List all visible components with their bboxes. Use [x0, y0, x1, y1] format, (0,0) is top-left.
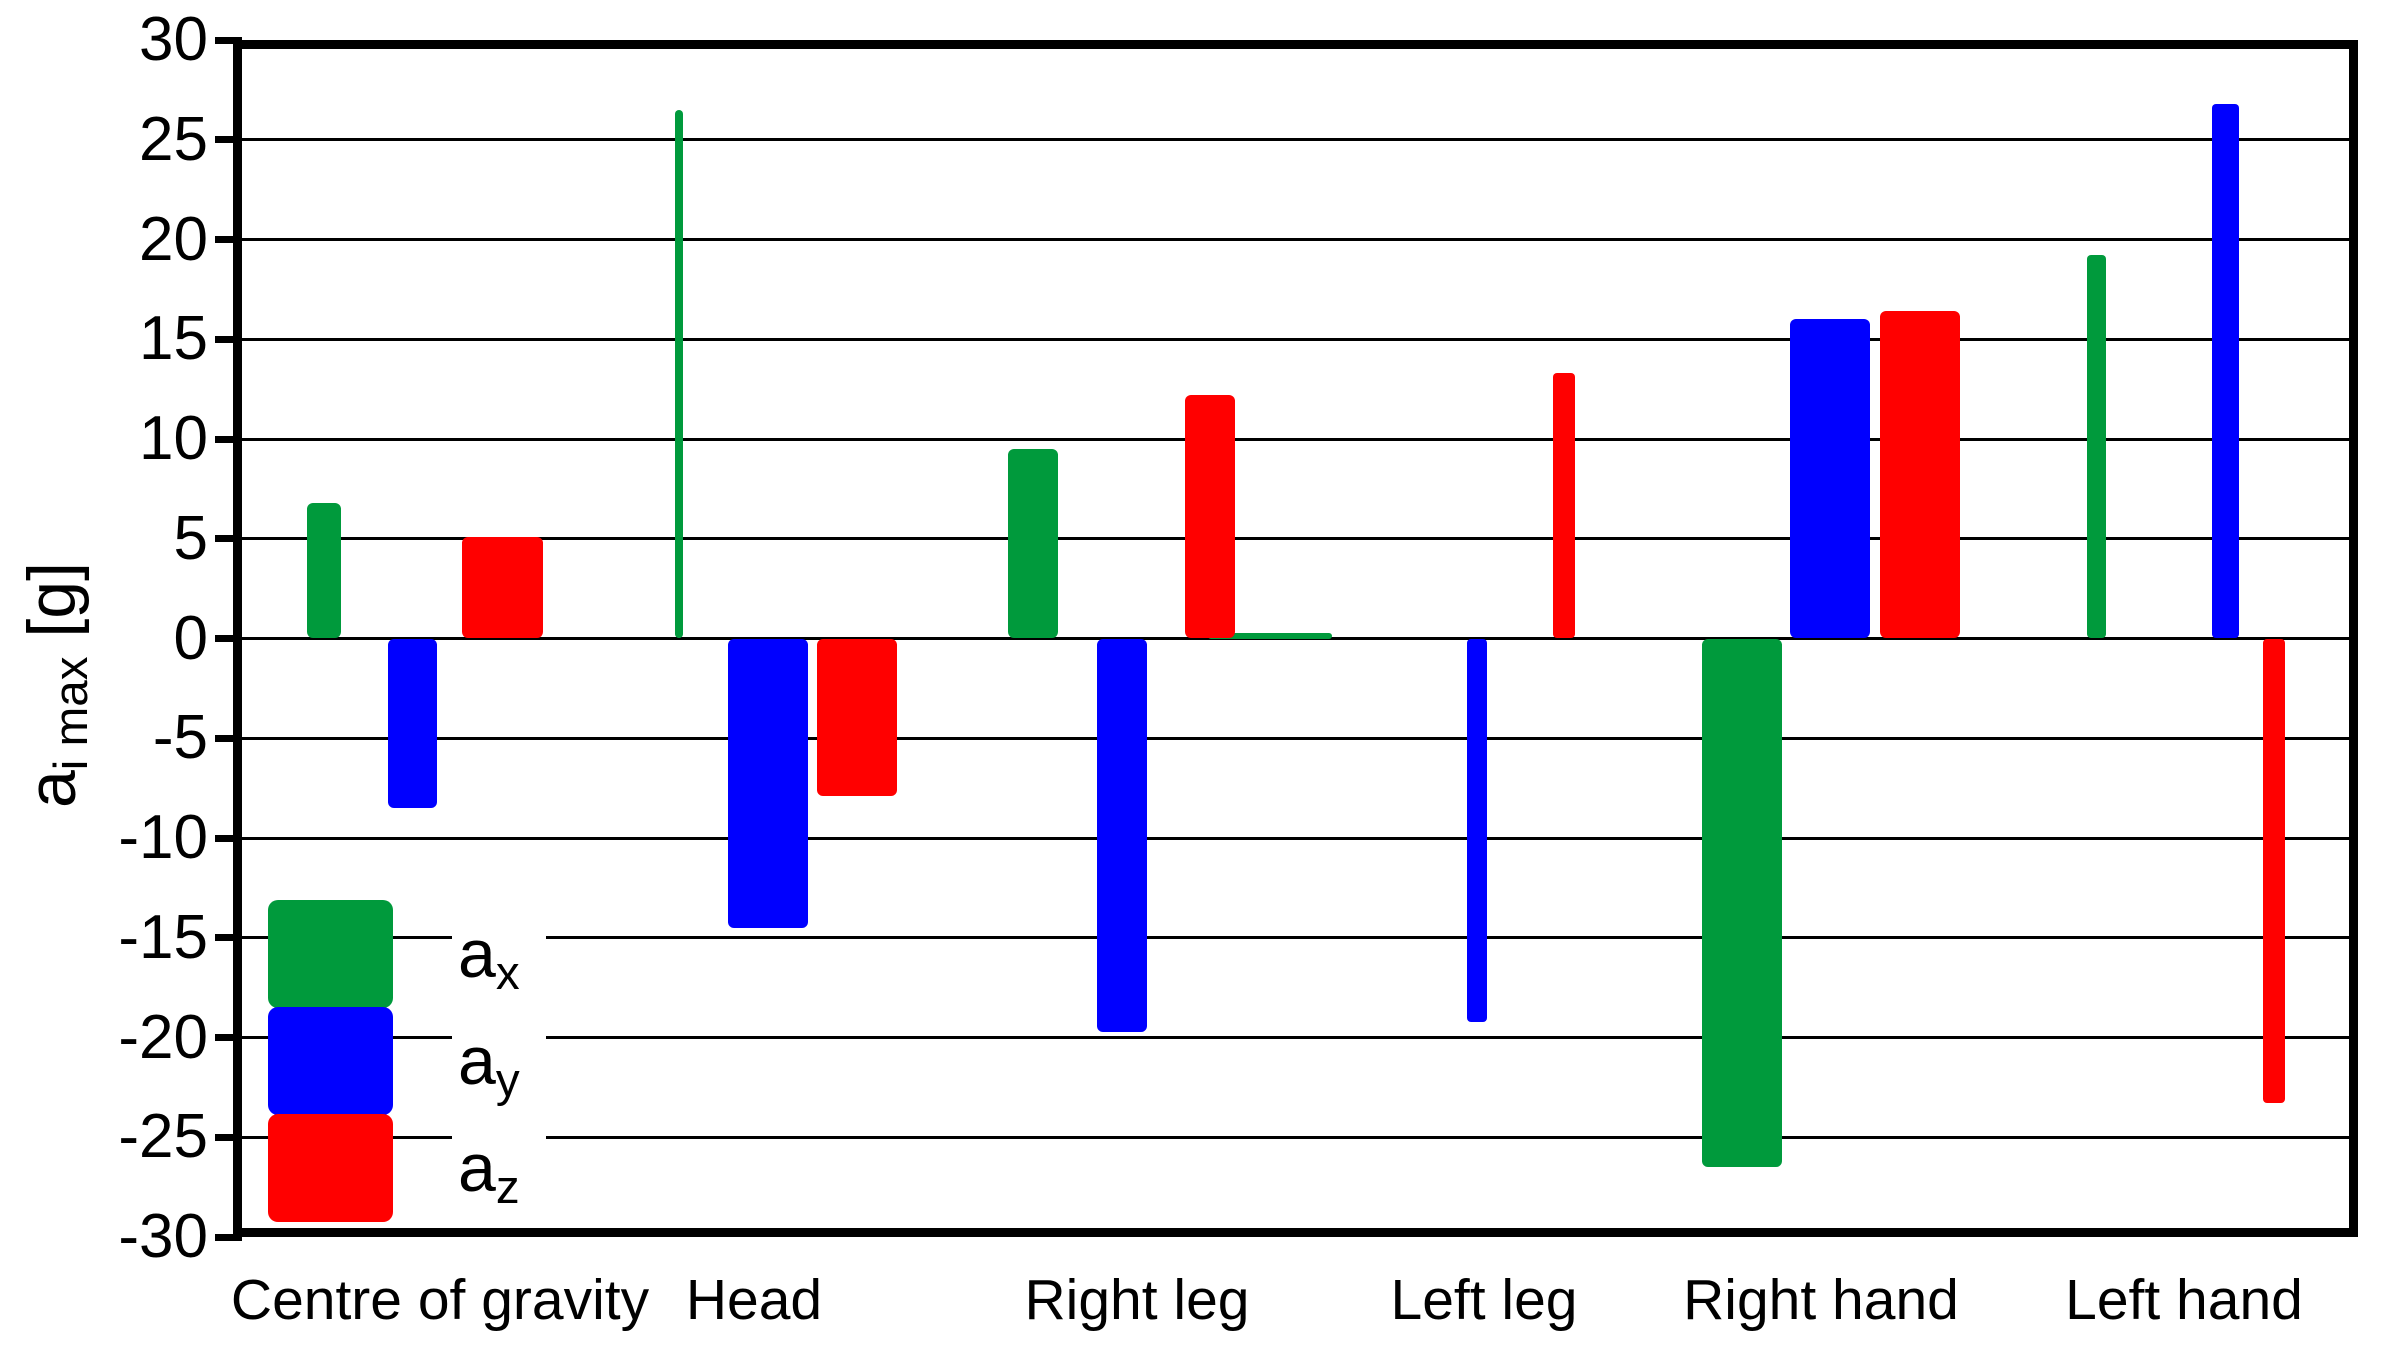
- bar-az-0: [462, 536, 543, 639]
- bar-ay-3: [1467, 638, 1487, 1022]
- y-tick-0: [215, 635, 242, 642]
- bar-ay-5: [2212, 103, 2239, 639]
- bar-ay-1: [728, 638, 808, 928]
- y-tick-label-0: 0: [173, 603, 208, 673]
- legend-label-az: az: [452, 1127, 546, 1211]
- x-axis-label-5: Left hand: [2065, 1268, 2303, 1332]
- bar-ax-2: [1008, 448, 1058, 639]
- gridline-5: [242, 537, 2349, 541]
- plot-border: [233, 40, 2358, 1237]
- y-tick-5: [215, 535, 242, 543]
- y-tick-label--5: -5: [152, 703, 208, 773]
- x-axis-label-1: Head: [685, 1268, 823, 1332]
- bar-ax-5: [2087, 255, 2106, 639]
- legend-swatch-ax: [268, 900, 393, 1008]
- gridline-25: [242, 138, 2349, 142]
- y-tick-label-25: 25: [139, 104, 208, 174]
- bar-az-5: [2263, 638, 2285, 1104]
- x-axis-label-0: Centre of gravity: [230, 1268, 650, 1332]
- y-tick-label--20: -20: [118, 1002, 208, 1072]
- x-axis-label-2: Right leg: [1024, 1268, 1250, 1332]
- bar-ax-0: [307, 502, 341, 639]
- bar-ay-4: [1790, 319, 1870, 639]
- y-tick--25: [215, 1133, 242, 1141]
- bar-ay-0: [388, 638, 437, 809]
- bar-az-2: [1185, 395, 1235, 639]
- y-tick-20: [215, 236, 242, 243]
- legend-label-ax: ax: [452, 913, 546, 997]
- legend-label-ay: ay: [452, 1020, 546, 1104]
- y-tick--20: [215, 1034, 242, 1041]
- bar-ax-4: [1702, 638, 1782, 1168]
- bar-ax-3: [1208, 632, 1332, 639]
- gridline-0: [242, 637, 2349, 640]
- y-tick-label--25: -25: [118, 1102, 208, 1172]
- gridline-10: [242, 437, 2349, 441]
- y-tick--30: [215, 1233, 242, 1241]
- gridline--25: [242, 1135, 2349, 1139]
- bar-az-1: [817, 638, 897, 797]
- y-tick-label--30: -30: [118, 1202, 208, 1271]
- gridline--5: [242, 736, 2349, 740]
- x-axis-label-3: Left leg: [1390, 1268, 1578, 1332]
- y-tick-label-30: 30: [139, 5, 208, 74]
- y-tick-10: [215, 435, 242, 443]
- gridline--20: [242, 1036, 2349, 1039]
- gridline--15: [242, 936, 2349, 940]
- y-tick-label-5: 5: [173, 503, 208, 573]
- y-tick-30: [215, 36, 242, 44]
- legend-swatch-ay: [268, 1007, 393, 1115]
- y-tick--10: [215, 834, 242, 842]
- y-tick-25: [215, 136, 242, 144]
- y-tick--15: [215, 934, 242, 942]
- bar-az-4: [1880, 311, 1960, 639]
- bar-ay-2: [1097, 638, 1147, 1032]
- gridline--10: [242, 836, 2349, 840]
- y-tick-label-15: 15: [139, 304, 208, 374]
- bar-ax-1: [675, 109, 683, 639]
- gridline-20: [242, 238, 2349, 241]
- gridline-15: [242, 337, 2349, 341]
- y-tick--5: [215, 734, 242, 742]
- y-tick-label-20: 20: [139, 204, 208, 274]
- x-axis-label-4: Right hand: [1683, 1268, 1959, 1332]
- legend-swatch-az: [268, 1114, 393, 1222]
- y-tick-label-10: 10: [139, 404, 208, 473]
- y-tick-label--10: -10: [118, 803, 208, 872]
- bar-az-3: [1553, 373, 1575, 639]
- y-tick-15: [215, 335, 242, 343]
- y-tick-label--15: -15: [118, 902, 208, 972]
